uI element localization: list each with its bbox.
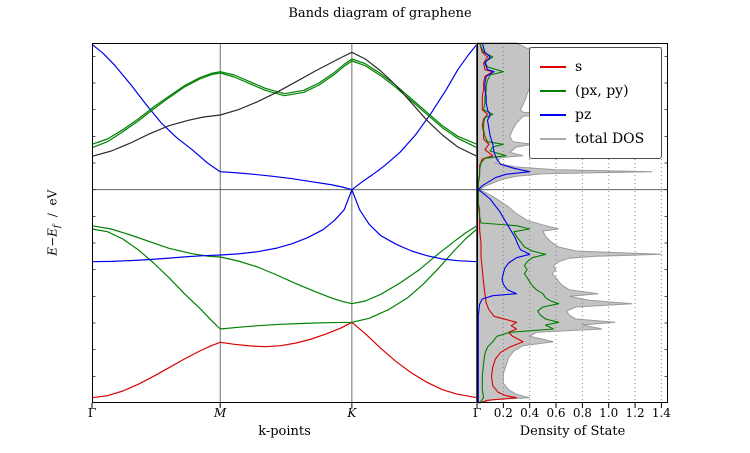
legend-label-pxpy: (px, py) — [575, 83, 629, 99]
band-line-sigma-star-p1 — [91, 58, 478, 145]
band-line-sigma-star-p2 — [91, 60, 478, 149]
legend-line-total-dos-icon — [540, 138, 566, 140]
bands-frame — [92, 43, 477, 403]
legend-entry-pz: pz — [540, 103, 651, 127]
band-line-pi — [91, 189, 478, 263]
page-title: Bands diagram of graphene — [288, 6, 472, 21]
dos-tick-label: 0.6 — [546, 406, 566, 420]
dos-line-(px, py) — [477, 42, 560, 404]
kpoint-tick-label: K — [347, 406, 357, 420]
y-axis-label-subscript: f — [52, 225, 63, 229]
kpoint-tick-label: Γ — [472, 406, 482, 420]
dos-tick-label: 0.8 — [572, 406, 592, 420]
band-line-pi-star — [91, 43, 478, 191]
dos-x-axis-label: Density of State — [519, 424, 626, 439]
dos-tick-label: 0.4 — [520, 406, 540, 420]
y-axis-label-unit: / eV — [45, 189, 60, 226]
band-line-sigma-p1 — [91, 228, 478, 330]
bands-x-axis-label: k-points — [258, 424, 311, 439]
legend-line-s-icon — [540, 66, 566, 68]
band-line-sigma-s — [91, 321, 478, 399]
bands-plot — [91, 43, 478, 408]
legend-label-pz: pz — [575, 107, 592, 123]
legend-entry-s: s — [540, 55, 651, 79]
dos-tick-label: 1.4 — [651, 406, 671, 420]
legend-entry-pxpy: (px, py) — [540, 79, 651, 103]
dos-tick-label: 1.0 — [599, 406, 619, 420]
legend: s (px, py) pz total DOS — [529, 47, 662, 159]
dos-tick-label: 0.2 — [493, 406, 513, 420]
y-axis-label: E−Ef / eV — [40, 43, 68, 403]
legend-label-total-dos: total DOS — [575, 131, 645, 147]
kpoint-tick-label: M — [214, 406, 227, 420]
dos-tick-label: 1.2 — [625, 406, 645, 420]
legend-entry-total-dos: total DOS — [540, 127, 651, 151]
dos-frame — [477, 43, 668, 403]
legend-line-pz-icon — [540, 114, 566, 116]
dos-area-total — [476, 42, 662, 404]
dos-tick-labels: 0.2 0.4 0.6 0.8 1.0 1.2 1.4 — [477, 406, 671, 421]
legend-label-s: s — [575, 59, 583, 75]
dos-line-pz — [477, 42, 531, 403]
y-axis-label-symbol: E−E — [45, 228, 60, 256]
legend-line-pxpy-icon — [540, 90, 566, 92]
band-line-sigma-star-s — [91, 51, 478, 157]
kpoint-tick-label: Γ — [87, 406, 97, 420]
band-line-sigma-p2 — [91, 225, 478, 305]
